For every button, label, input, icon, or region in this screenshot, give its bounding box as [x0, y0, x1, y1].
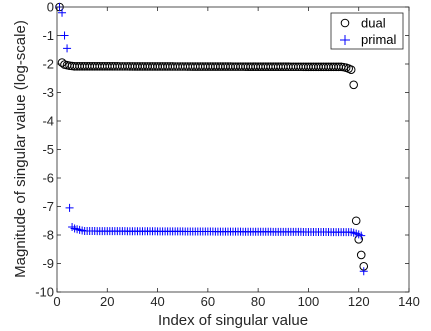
x-axis-title: Index of singular value	[158, 312, 308, 329]
y-tick-label: -7	[42, 199, 54, 214]
point-dual	[356, 250, 366, 260]
point-dual	[346, 65, 356, 74]
legend-dual-label: dual	[361, 16, 386, 31]
y-tick-label: -9	[42, 256, 54, 271]
point-dual	[351, 216, 361, 226]
point-primal	[60, 31, 69, 40]
legend-primal-label: primal	[361, 32, 397, 47]
x-tick-label: 120	[348, 294, 370, 309]
x-tick-label: 60	[201, 294, 215, 309]
x-tick-label: 40	[150, 294, 164, 309]
x-tick-label: 80	[251, 294, 265, 309]
point-primal	[357, 231, 366, 240]
point-primal	[63, 44, 72, 53]
point-dual	[349, 80, 358, 90]
y-tick-label: -6	[42, 171, 54, 186]
point-primal	[58, 8, 67, 17]
legend: dual primal	[330, 12, 404, 50]
y-tick-label: 0	[47, 0, 54, 15]
legend-dual-marker	[340, 18, 350, 28]
series-primal	[55, 3, 368, 276]
y-tick-label: -1	[42, 28, 54, 43]
series-layer	[55, 2, 369, 276]
x-tick-label: 140	[398, 294, 420, 309]
point-dual	[57, 58, 67, 67]
y-tick-labels: 0 -1 -2 -3 -4 -5 -6 -7 -8 -9 -10	[35, 0, 54, 300]
x-tick-label: 20	[100, 294, 114, 309]
legend-box	[330, 12, 404, 50]
plot-frame	[56, 6, 410, 293]
y-tick-label: -5	[42, 142, 54, 157]
point-primal	[65, 203, 74, 212]
x-tick-label: 0	[53, 294, 60, 309]
y-tick-label: -2	[42, 57, 54, 72]
x-tick-labels: 0 20 40 60 80 100 120 140	[53, 294, 419, 309]
plot-area	[57, 7, 409, 292]
point-primal	[359, 267, 368, 276]
y-tick-label: -8	[42, 228, 54, 243]
legend-primal-marker	[340, 35, 350, 45]
y-axis-title: Magnitude of singular value (log-scale)	[12, 20, 29, 278]
y-tick-label: -3	[42, 85, 54, 100]
y-tick-label: -4	[42, 114, 54, 129]
y-tick-label: -10	[35, 285, 54, 300]
x-tick-label: 100	[298, 294, 320, 309]
